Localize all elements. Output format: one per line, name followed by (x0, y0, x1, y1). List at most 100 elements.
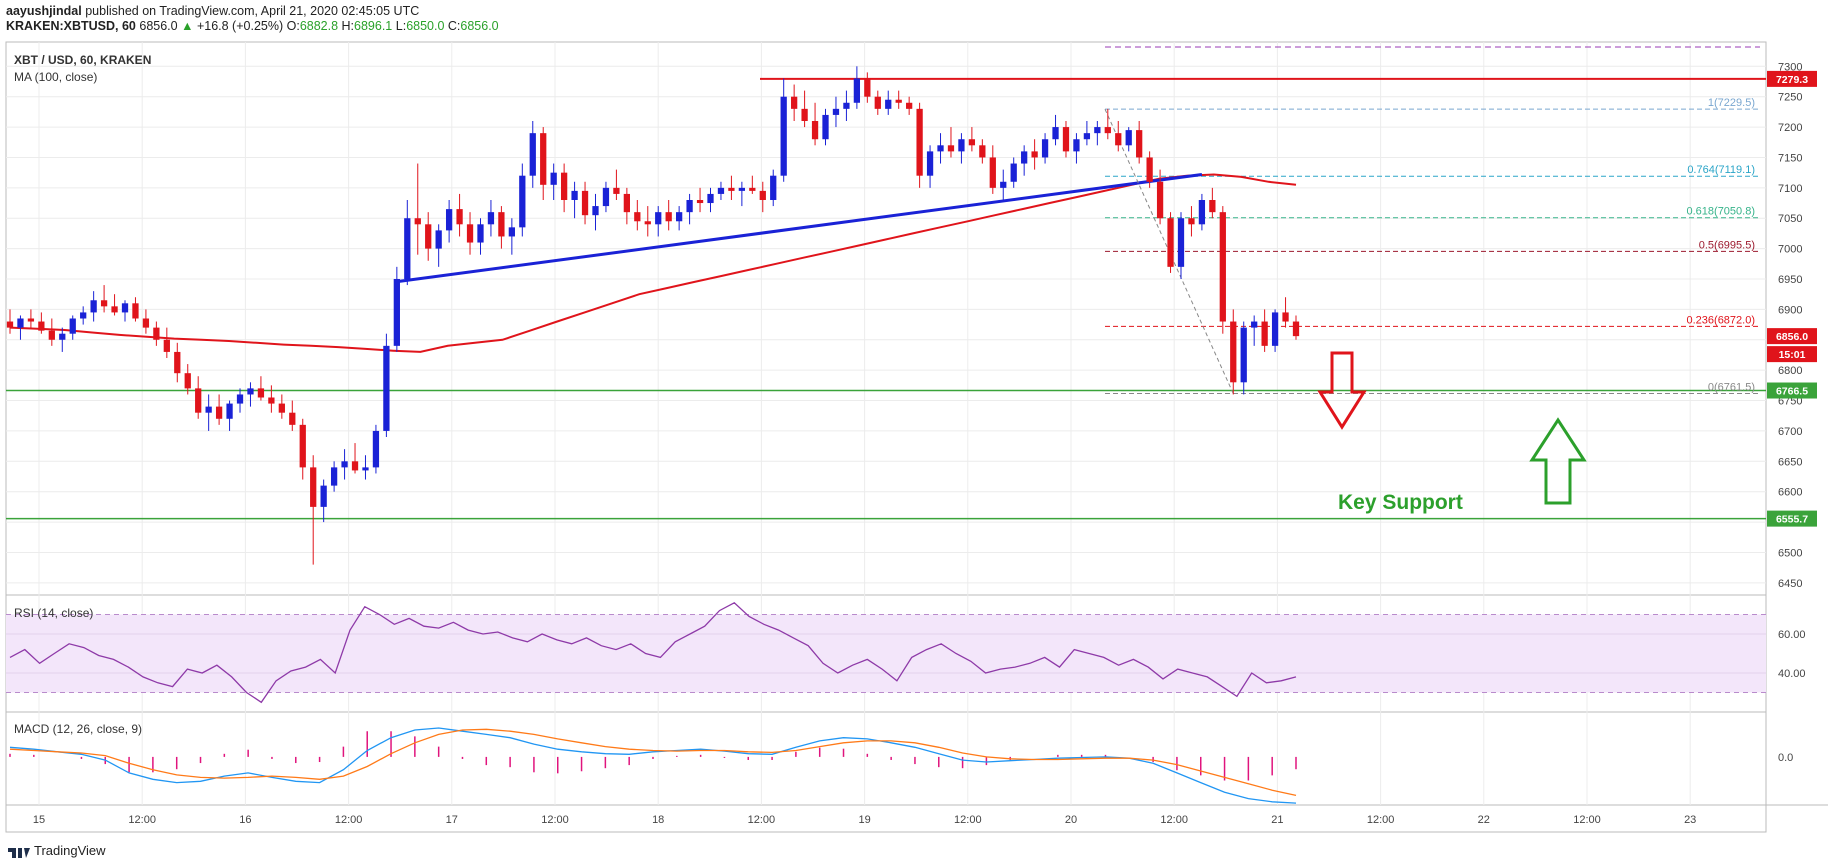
candlesticks (6, 66, 1300, 565)
candle-body (1094, 127, 1101, 134)
time-axis-tick: 19 (858, 814, 870, 826)
candle-body (1104, 127, 1111, 134)
candle-body (456, 209, 463, 225)
candle-body (1198, 200, 1206, 225)
candle-body (968, 139, 976, 146)
candle-body (581, 190, 589, 216)
candle-body (1010, 163, 1017, 182)
candle-body (906, 102, 913, 109)
high-value: 6896.1 (354, 19, 393, 33)
close-value: 6856.0 (460, 19, 499, 33)
price-axis-labels: 6450650065506600665067006750680068506900… (1778, 61, 1806, 764)
candle-body (832, 108, 840, 115)
low-value: 6850.0 (406, 19, 445, 33)
rsi-legend: RSI (14, close) (14, 606, 93, 620)
signal-line (9, 728, 1297, 797)
candle-body (1115, 133, 1122, 146)
candle-body (1156, 181, 1164, 219)
price-tag-bg (1767, 70, 1817, 87)
candle-body (487, 212, 495, 225)
candle-body (1000, 181, 1007, 188)
price-tag-bg (1767, 346, 1817, 363)
time-axis-tick: 12:00 (954, 814, 982, 826)
candle-body (1021, 151, 1028, 164)
time-axis-tick: 21 (1271, 814, 1283, 826)
candle-body (989, 157, 996, 188)
price-tag-bg (1767, 382, 1817, 399)
rsi-axis-tick: 60.00 (1778, 629, 1806, 641)
price-axis-tick: 6500 (1778, 547, 1802, 559)
candle-body (1041, 139, 1049, 158)
candle-body (686, 200, 693, 213)
price-axis-tick: 7100 (1778, 183, 1802, 195)
candle-body (466, 224, 474, 243)
time-axis-tick: 12:00 (1573, 814, 1601, 826)
candle-body (613, 187, 620, 194)
candle-body (226, 403, 233, 419)
candle-body (425, 224, 432, 249)
rsi-band-fill (6, 614, 1766, 693)
candle-body (550, 172, 557, 185)
low-label: L: (395, 19, 407, 33)
tradingview-icon (8, 847, 30, 858)
rsi-line (9, 602, 1297, 704)
candle-body (540, 133, 547, 185)
chart-title: XBT / USD, 60, KRAKEN (14, 53, 151, 67)
candle-body (341, 461, 348, 468)
fib-label: 1(7229.5) (1708, 97, 1755, 109)
time-axis-tick: 17 (446, 814, 458, 826)
publisher-author[interactable]: aayushjindal (6, 4, 82, 18)
candle-body (634, 212, 641, 222)
candle-body (738, 187, 746, 191)
last-price: 6856.0 (139, 19, 178, 33)
candle-body (853, 78, 861, 103)
candle-body (696, 200, 704, 204)
candle-body (142, 318, 150, 328)
key-support-label: Key Support (1338, 491, 1463, 514)
candle-body (665, 212, 672, 222)
price-axis-tick: 6750 (1778, 396, 1802, 408)
candle-body (1261, 321, 1268, 346)
candle-body (676, 212, 683, 222)
macd-legend: MACD (12, 26, close, 9) (14, 722, 142, 736)
candle-body (215, 406, 223, 419)
candle-body (38, 321, 45, 331)
candle-body (404, 218, 411, 279)
candle-body (247, 388, 254, 395)
candle-body (205, 406, 212, 413)
tradingview-logo[interactable]: TradingView (8, 843, 106, 858)
candle-body (780, 96, 787, 176)
candle-body (174, 351, 181, 374)
fib-label: 0.236(6872.0) (1687, 314, 1756, 326)
fib-levels: 1(7229.5) 0.764(7119.1) 0.618(7050.8) 0.5(6… (1105, 97, 1760, 395)
chart-frame (5, 41, 1767, 833)
publisher-line: aayushjindal published on TradingView.co… (6, 4, 419, 18)
candle-body (48, 330, 55, 340)
candle-body (655, 212, 662, 225)
candle-body (749, 187, 756, 191)
time-axis-tick: 12:00 (748, 814, 776, 826)
candle-body (1062, 127, 1070, 152)
candle-body (529, 133, 536, 176)
price-axis-tick: 7200 (1778, 122, 1802, 134)
price-axis-tick: 7250 (1778, 92, 1802, 104)
price-tag-label: 6856.0 (1776, 331, 1808, 343)
price-tag-label: 6766.5 (1776, 386, 1808, 398)
ascending-trendline (394, 172, 1203, 284)
price-tag-label: 15:01 (1779, 349, 1806, 361)
candle-body (1251, 321, 1258, 328)
candle-body (477, 224, 484, 243)
candle-body (801, 108, 808, 121)
candle-body (864, 78, 871, 97)
rsi-band (6, 614, 1766, 693)
time-axis-tick: 20 (1065, 814, 1077, 826)
ma-100-line (9, 173, 1297, 353)
candle-body (1052, 127, 1059, 140)
tradingview-brand: TradingView (34, 843, 106, 858)
candle-body (895, 99, 902, 103)
ohlc-line: KRAKEN:XBTUSD, 60 6856.0 ▲ +16.8 (+0.25%… (6, 19, 499, 33)
price-axis-tick: 6800 (1778, 365, 1802, 377)
candle-body (759, 190, 766, 200)
change-value: +16.8 (+0.25%) (196, 19, 284, 33)
